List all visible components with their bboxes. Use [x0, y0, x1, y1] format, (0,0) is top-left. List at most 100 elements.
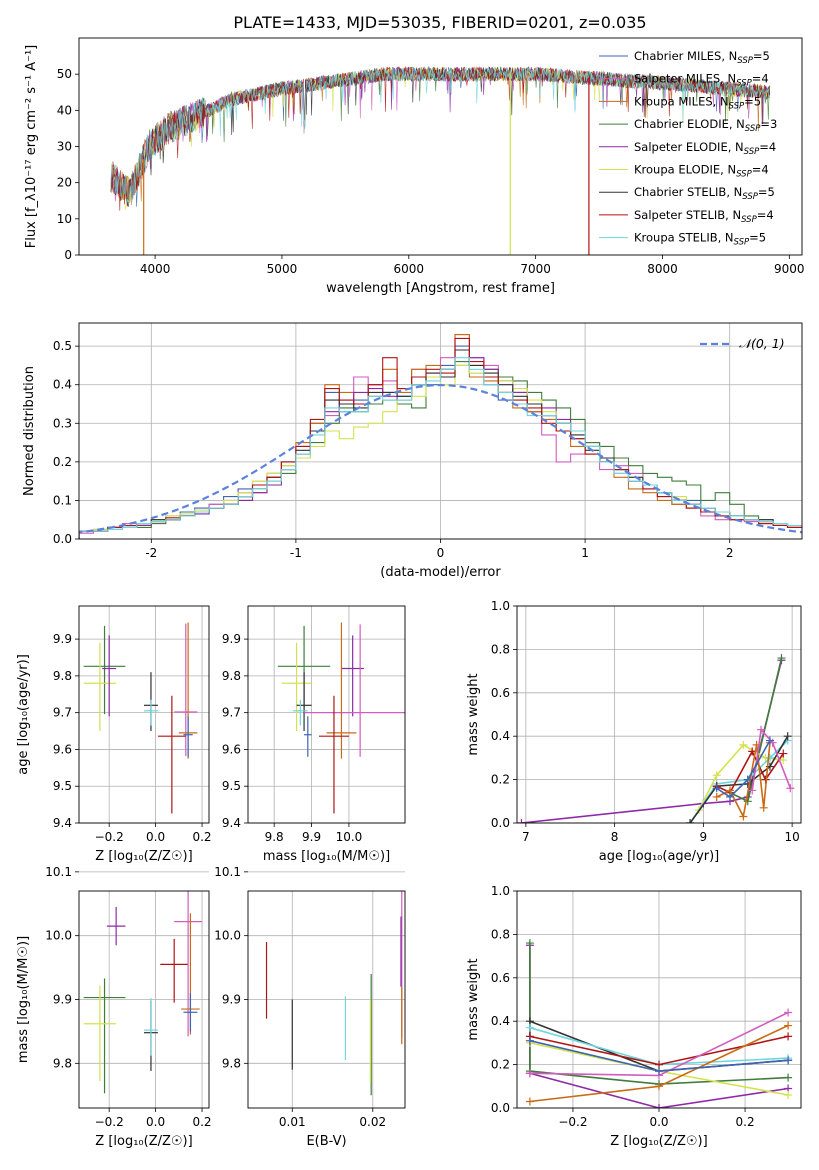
plot-area — [83, 622, 198, 814]
x-tick-label: −0.2 — [95, 1115, 124, 1129]
legend-label: Kroupa MILES, NSSP=5 — [634, 94, 761, 111]
y-tick-label: 10.0 — [214, 929, 241, 943]
x-axis-label: age [log₁₀(age/yr)] — [599, 849, 720, 864]
legend-sub: SSP — [741, 215, 757, 225]
x-tick-label: 0.2 — [192, 1115, 211, 1129]
y-tick-label: 9.8 — [53, 669, 72, 683]
y-tick-label: 0.4 — [53, 378, 72, 392]
legend-text: Salpeter ELODIE, N — [634, 140, 744, 154]
y-tick-label: 0.4 — [491, 729, 510, 743]
y-tick-label: 20 — [57, 176, 72, 190]
legend-label: Chabrier STELIB, NSSP=5 — [634, 185, 775, 202]
legend-text: Salpeter MILES, N — [634, 72, 736, 86]
legend-suffix: =5 — [749, 231, 766, 245]
x-tick-label: 9.8 — [265, 830, 284, 844]
mass-weight-marker — [739, 812, 748, 821]
x-tick-label: 4000 — [140, 262, 171, 276]
y-tick-label: 0.5 — [53, 339, 72, 353]
mass-weight-marker — [784, 1090, 793, 1099]
legend-text: Kroupa MILES, N — [634, 94, 729, 108]
x-tick-label: 5000 — [267, 262, 298, 276]
y-axis-label: mass weight — [466, 958, 481, 1040]
spectrum-line-salpeter_stelib — [110, 66, 771, 211]
y-tick-label: 9.9 — [53, 993, 72, 1007]
legend-text: Chabrier ELODIE, N — [634, 117, 745, 131]
legend-sub: SSP — [736, 170, 752, 180]
y-tick-label: 0.2 — [53, 455, 72, 469]
y-axis-label: mass weight — [466, 673, 481, 755]
mw_vs_Z-panel: −0.2 0.0 0.2 0.0 0.2 0.4 0.6 0.8 1.0 Z [log₁₀(Z/Z… — [466, 884, 802, 1149]
legend-text: Kroupa ELODIE, N — [634, 163, 736, 177]
y-tick-label: 0.1 — [53, 493, 72, 507]
legend-text: Kroupa STELIB, N — [634, 231, 734, 245]
mass-weight-marker — [748, 786, 757, 795]
x-tick-label: 9000 — [774, 262, 805, 276]
y-tick-label: 1.0 — [491, 884, 510, 898]
legend-label: Salpeter MILES, NSSP=4 — [634, 72, 769, 89]
spectrum-panel: 4000 5000 6000 7000 8000 9000 0 10 20 30 40 50 wavel… — [24, 37, 805, 296]
legend-suffix: =5 — [744, 94, 761, 108]
x-axis-label: E(B-V) — [306, 1134, 346, 1149]
y-axis-label: Normed distribution — [22, 366, 37, 496]
x-tick-label: 0.0 — [649, 1115, 668, 1129]
x-tick-label: 8 — [611, 830, 619, 844]
mass-weight-marker — [712, 771, 721, 780]
plot-area — [517, 654, 795, 823]
y-tick-label: 10.1 — [214, 865, 241, 879]
y-tick-label: 10.1 — [45, 865, 72, 879]
legend-label: Chabrier ELODIE, NSSP=3 — [634, 117, 777, 134]
axes-frame — [516, 605, 802, 824]
mass-weight-line-salpeter_miles — [751, 727, 792, 791]
spectrum-line-kroupa_stelib — [110, 66, 770, 204]
mass-weight-line-chabrier_miles — [716, 740, 771, 799]
mass-weight-marker — [784, 1021, 793, 1030]
legend-suffix: =3 — [760, 117, 777, 131]
x-tick-label: 8000 — [647, 262, 678, 276]
plot-layer: 4000 5000 6000 7000 8000 900001020304050wavel… — [16, 37, 805, 1149]
mass-weight-marker — [779, 749, 788, 758]
y-tick-label: 10.0 — [45, 929, 72, 943]
axes-frame — [247, 890, 406, 1109]
y-tick-label: 0.6 — [491, 686, 510, 700]
mass-weight-line-kroupa_stelib — [689, 739, 789, 823]
legend-suffix: =5 — [758, 185, 775, 199]
x-tick-label: 9 — [700, 830, 708, 844]
mass-weight-marker — [712, 784, 721, 793]
mass-weight-marker — [525, 1069, 534, 1078]
y-tick-label: 1.0 — [491, 599, 510, 613]
legend-sub: SSP — [742, 192, 758, 202]
plot-area — [525, 939, 793, 1108]
x-tick-label: 2 — [726, 546, 734, 560]
x-tick-label: -1 — [290, 546, 302, 560]
y-tick-label: 0.0 — [53, 532, 72, 546]
y-tick-label: 0.2 — [491, 773, 510, 787]
mass-weight-marker — [739, 740, 748, 749]
y-tick-label: 9.9 — [53, 632, 72, 646]
y-tick-label: 9.6 — [222, 742, 241, 756]
legend-suffix: =4 — [759, 140, 776, 154]
y-tick-label: 9.9 — [222, 993, 241, 1007]
x-tick-label: 6000 — [394, 262, 425, 276]
y-tick-label: 0.0 — [491, 816, 510, 830]
y-tick-label: 9.5 — [53, 779, 72, 793]
plot-area — [83, 891, 203, 1094]
x-tick-label: 0.01 — [279, 1115, 306, 1129]
grid — [79, 606, 209, 824]
y-tick-label: 0.4 — [491, 1014, 510, 1028]
mass-weight-marker — [743, 797, 752, 806]
axes-frame — [516, 890, 802, 1109]
y-tick-label: 0.2 — [491, 1058, 510, 1072]
mass-weight-marker — [655, 1104, 663, 1108]
mass-weight-marker — [784, 1032, 793, 1041]
grid — [517, 605, 801, 824]
y-tick-label: 9.5 — [222, 779, 241, 793]
mass-weight-marker — [743, 775, 752, 784]
mass-weight-marker — [759, 803, 768, 812]
axes-frame — [78, 37, 803, 256]
mass-weight-marker — [784, 1073, 793, 1082]
legend-label: Kroupa STELIB, NSSP=5 — [634, 231, 766, 248]
mass-weight-line-kroupa_elodie — [698, 743, 784, 811]
y-tick-label: 9.4 — [222, 816, 241, 830]
y-axis-label: age [log₁₀(age/yr)] — [16, 654, 31, 775]
